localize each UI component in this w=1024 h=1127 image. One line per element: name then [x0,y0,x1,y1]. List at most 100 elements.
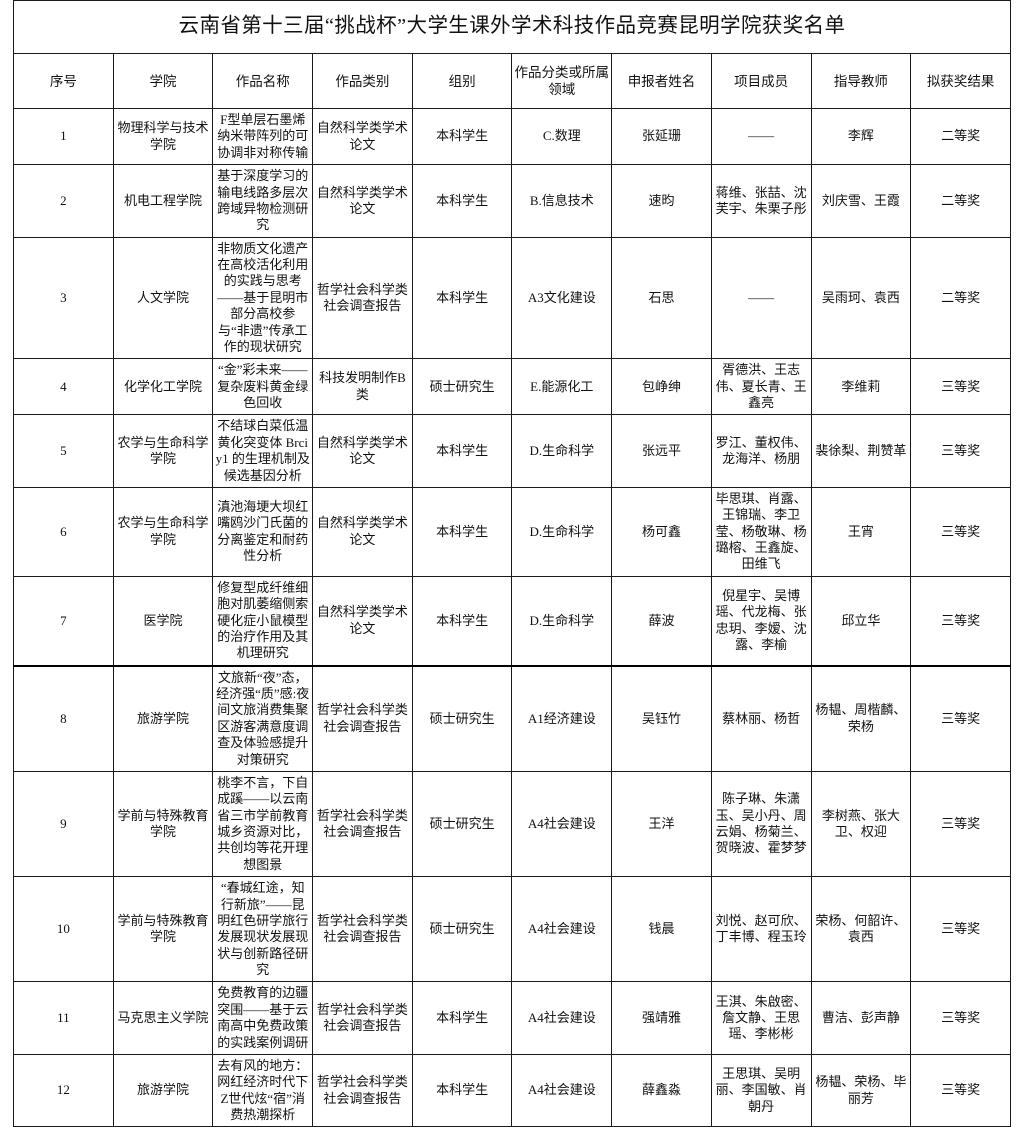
cell-college: 化学化工学院 [112,358,214,416]
cell-seq: 10 [13,876,114,983]
cell-work-title: 非物质文化遗产在高校活化利用的实践与思考——基于昆明市部分高校参与“非遗”传承工… [212,236,314,360]
cell-result: 三等奖 [910,414,1011,488]
cell-field: D.生命科学 [511,486,613,577]
column-header-result: 拟获奖结果 [910,53,1011,109]
cell-advisors: 荣杨、何韶许、袁西 [810,876,912,983]
cell-members: 刘悦、赵可欣、丁丰博、程玉玲 [710,876,812,983]
cell-work-category: 科技发明制作B类 [312,358,413,416]
cell-advisors: 刘庆雪、王霞 [810,164,912,238]
cell-group: 本科学生 [411,107,513,166]
column-header-applicant: 申报者姓名 [611,53,712,109]
cell-field: D.生命科学 [511,575,613,667]
cell-field: A1经济建设 [511,664,613,772]
cell-work-category: 哲学社会科学类社会调查报告 [312,664,413,772]
cell-members: 陈子琳、朱潇玉、吴小丹、周云娟、杨菊兰、贺晓波、霍梦梦 [710,770,812,878]
cell-field: E.能源化工 [511,358,613,416]
column-header-seq: 序号 [13,53,114,109]
column-header-college: 学院 [112,53,214,109]
cell-applicant: 钱晨 [611,876,712,983]
cell-work-category: 哲学社会科学类社会调查报告 [312,770,413,878]
cell-applicant: 王洋 [611,770,712,878]
cell-seq: 12 [13,1053,114,1127]
cell-college: 农学与生命科学学院 [112,486,214,577]
cell-advisors: 杨韫、荣杨、毕丽芳 [810,1053,912,1127]
cell-field: A4社会建设 [511,876,613,983]
cell-result: 三等奖 [910,1053,1011,1127]
table-body: 1 物理科学与技术学院 F型单层石墨烯纳米带阵列的可协调非对称传输 自然科学类学术论文… [13,107,1011,1127]
cell-result: 三等奖 [910,770,1011,878]
cell-advisors: 杨韫、周楷麟、荣杨 [810,664,912,772]
cell-work-title: “金”彩未来——复杂废料黄金绿色回收 [212,358,314,416]
cell-college: 旅游学院 [112,1053,214,1127]
cell-result: 三等奖 [910,876,1011,983]
cell-work-title: 滇池海埂大坝红嘴鸥沙门氏菌的分离鉴定和耐药性分析 [212,486,314,577]
cell-college: 农学与生命科学学院 [112,414,214,488]
cell-group: 本科学生 [411,164,513,238]
cell-work-title: 不结球白菜低温黄化突变体 Brciy1 的生理机制及候选基因分析 [212,414,314,488]
cell-applicant: 张延珊 [611,107,712,166]
cell-field: D.生命科学 [511,414,613,488]
award-list-page: 云南省第十三届“挑战杯”大学生课外学术科技作品竞赛昆明学院获奖名单 序号 学院 … [13,0,1011,1127]
cell-field: A4社会建设 [511,1053,613,1127]
cell-group: 本科学生 [411,414,513,488]
cell-advisors: 曹洁、彭声静 [810,981,912,1055]
cell-college: 人文学院 [112,236,214,360]
column-header-members: 项目成员 [710,53,812,109]
cell-applicant: 薛波 [611,575,712,667]
cell-work-category: 自然科学类学术论文 [312,107,413,166]
cell-members: 王淇、朱啟密、詹文静、王思瑶、李彬彬 [710,981,812,1055]
column-header-advisors: 指导教师 [810,53,912,109]
cell-field: A4社会建设 [511,770,613,878]
cell-applicant: 张远平 [611,414,712,488]
cell-seq: 2 [13,164,114,238]
title-row: 云南省第十三届“挑战杯”大学生课外学术科技作品竞赛昆明学院获奖名单 [13,0,1011,54]
cell-seq: 7 [13,575,114,667]
cell-advisors: 李维莉 [810,358,912,416]
cell-seq: 3 [13,236,114,360]
table-row: 2 机电工程学院 基于深度学习的输电线路多层次跨域异物检测研究 自然科学类学术论文 本科… [13,164,1011,238]
cell-work-category: 自然科学类学术论文 [312,486,413,577]
cell-work-category: 哲学社会科学类社会调查报告 [312,236,413,360]
cell-members: 罗江、董权伟、龙海洋、杨朋 [710,414,812,488]
column-header-work-title: 作品名称 [212,53,314,109]
page-title: 云南省第十三届“挑战杯”大学生课外学术科技作品竞赛昆明学院获奖名单 [13,0,1011,54]
cell-seq: 4 [13,358,114,416]
cell-advisors: 邱立华 [810,575,912,667]
cell-members: 毕思琪、肖露、王锦瑞、李卫莹、杨敬琳、杨璐榕、王鑫旋、田维飞 [710,486,812,577]
cell-work-category: 自然科学类学术论文 [312,414,413,488]
cell-work-title: 文旅新“夜”态，经济强“质”感:夜间文旅消费集聚区游客满意度调查及体验感提升对策… [212,664,314,772]
cell-college: 物理科学与技术学院 [112,107,214,166]
cell-applicant: 速昀 [611,164,712,238]
table-row: 4 化学化工学院 “金”彩未来——复杂废料黄金绿色回收 科技发明制作B类 硕士研究生 E.… [13,358,1011,416]
cell-college: 旅游学院 [112,664,214,772]
cell-field: A3文化建设 [511,236,613,360]
cell-members: 蒋维、张喆、沈芙宇、朱栗子彤 [710,164,812,238]
cell-result: 三等奖 [910,575,1011,667]
table-row: 9 学前与特殊教育学院 桃李不言，下自成蹊——以云南省三市学前教育城乡资源对比，共创… [13,770,1011,878]
cell-members: 王思琪、吴明丽、李国敏、肖朝丹 [710,1053,812,1127]
cell-advisors: 吴雨珂、袁西 [810,236,912,360]
cell-seq: 11 [13,981,114,1055]
cell-college: 学前与特殊教育学院 [112,876,214,983]
cell-seq: 1 [13,107,114,166]
cell-group: 硕士研究生 [411,876,513,983]
cell-applicant: 强靖雅 [611,981,712,1055]
cell-members: 倪星宇、吴博瑶、代龙梅、张忠玥、李嫒、沈露、李榆 [710,575,812,667]
cell-group: 本科学生 [411,236,513,360]
table-row: 6 农学与生命科学学院 滇池海埂大坝红嘴鸥沙门氏菌的分离鉴定和耐药性分析 自然科学类学… [13,486,1011,577]
column-header-field: 作品分类或所属领域 [511,53,613,109]
cell-applicant: 石思 [611,236,712,360]
table-row: 7 医学院 修复型成纤维细胞对肌萎缩侧索硬化症小鼠模型的治疗作用及其机理研究 自然科学… [13,575,1011,667]
column-header-group: 组别 [411,53,513,109]
cell-members: —— [710,107,812,166]
cell-work-title: 免费教育的边疆突围——基于云南高中免费政策的实践案例调研 [212,981,314,1055]
cell-group: 本科学生 [411,575,513,667]
cell-college: 学前与特殊教育学院 [112,770,214,878]
cell-work-title: 基于深度学习的输电线路多层次跨域异物检测研究 [212,164,314,238]
table-head: 云南省第十三届“挑战杯”大学生课外学术科技作品竞赛昆明学院获奖名单 序号 学院 … [13,0,1011,109]
cell-group: 硕士研究生 [411,770,513,878]
cell-advisors: 李树燕、张大卫、权迎 [810,770,912,878]
table-row: 1 物理科学与技术学院 F型单层石墨烯纳米带阵列的可协调非对称传输 自然科学类学术论文… [13,107,1011,166]
cell-field: C.数理 [511,107,613,166]
cell-work-category: 哲学社会科学类社会调查报告 [312,876,413,983]
